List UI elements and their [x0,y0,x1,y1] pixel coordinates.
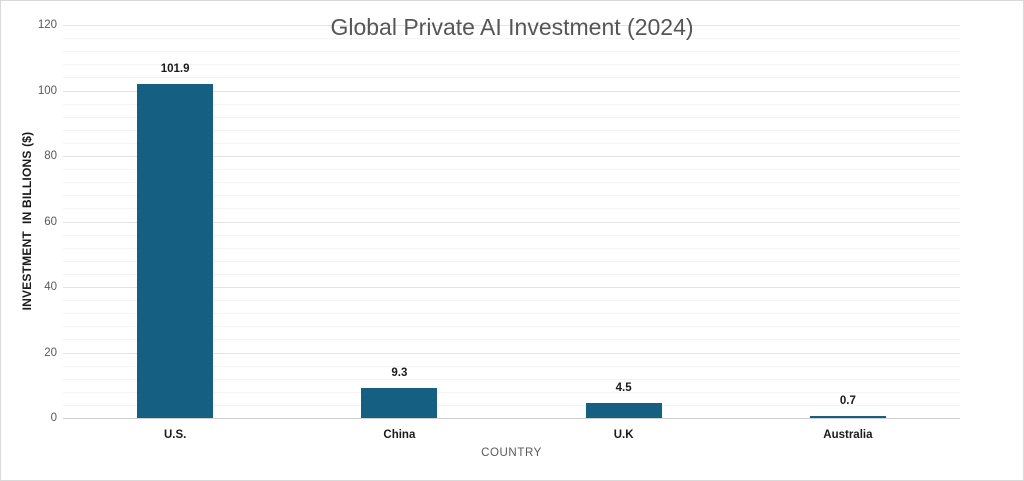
minor-gridline [63,64,960,65]
y-tick-label: 20 [44,346,57,359]
minor-gridline [63,261,960,262]
value-label: 0.7 [839,395,856,407]
major-gridline [63,353,960,354]
minor-gridline [63,248,960,249]
category-label: Australia [823,429,873,441]
minor-gridline [63,366,960,367]
minor-gridline [63,38,960,39]
category-label: U.S. [163,429,187,441]
minor-gridline [63,300,960,301]
category-label: U.K [613,429,634,441]
minor-gridline [63,169,960,170]
minor-gridline [63,77,960,78]
bar-U.S.[interactable] [137,84,213,418]
x-axis-title: COUNTRY [481,447,542,459]
major-gridline [63,287,960,288]
y-tick-label: 80 [44,150,57,162]
y-tick-label: 60 [44,215,57,228]
bar-U.K[interactable] [586,403,662,418]
y-tick-label: 100 [37,84,57,97]
value-label: 101.9 [160,63,190,75]
y-tick-label: 40 [44,281,57,293]
minor-gridline [63,51,960,52]
chart-title: Global Private AI Investment (2024) [330,14,694,40]
minor-gridline [63,313,960,314]
y-tick-label: 120 [37,19,57,31]
minor-gridline [63,326,960,327]
minor-gridline [63,339,960,340]
minor-gridline [63,405,960,406]
minor-gridline [63,130,960,131]
major-gridline [63,156,960,157]
minor-gridline [63,208,960,209]
minor-gridline [63,379,960,380]
category-label: China [383,429,416,441]
major-gridline [63,25,960,26]
major-gridline [63,91,960,92]
major-gridline [63,222,960,223]
minor-gridline [63,274,960,275]
minor-gridline [63,235,960,236]
minor-gridline [63,392,960,393]
minor-gridline [63,182,960,183]
y-tick-label: 0 [50,412,57,424]
bar-Australia[interactable] [810,416,886,418]
x-axis-line [63,418,960,419]
value-label: 4.5 [615,382,632,394]
minor-gridline [63,143,960,144]
minor-gridline [63,195,960,196]
y-axis-title: INVESTMENT IN BILLIONS ($) [20,131,34,311]
value-label: 9.3 [391,367,408,379]
minor-gridline [63,104,960,105]
minor-gridline [63,117,960,118]
bar-China[interactable] [361,388,437,418]
